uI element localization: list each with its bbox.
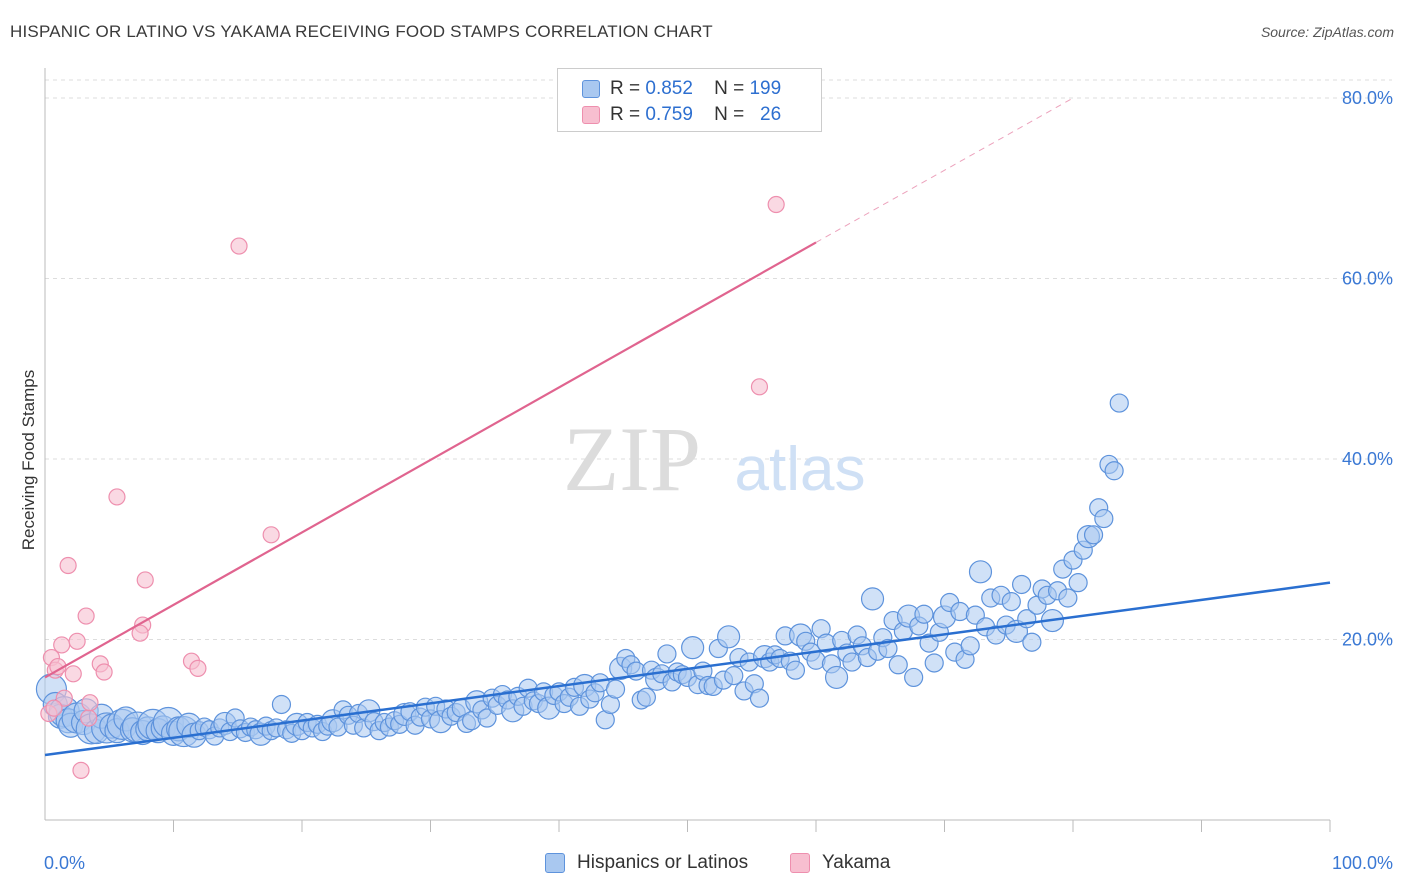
r-value-hispanic: 0.852 [645, 78, 693, 99]
yakama-point [45, 699, 63, 717]
hispanic-legend-label: Hispanics or Latinos [577, 852, 749, 873]
x-tick-label: 100.0% [1332, 853, 1393, 873]
hispanic-point [785, 660, 806, 680]
hispanic-point [681, 636, 705, 660]
yakama-point [750, 378, 769, 396]
r-value-yakama: 0.759 [645, 104, 693, 125]
hispanic-point [878, 638, 898, 659]
hispanic-point [477, 708, 497, 728]
hispanic-point [657, 644, 677, 664]
yakama-point [81, 694, 99, 712]
yakama-point [95, 663, 113, 681]
n-label: N = [714, 78, 745, 99]
yakama-point [53, 636, 71, 654]
y-tick-label: 60.0% [1342, 269, 1393, 289]
yakama-point [131, 624, 149, 642]
hispanic-point [724, 666, 744, 686]
x-tick-label: 0.0% [44, 853, 85, 873]
yakama-point [767, 195, 785, 214]
hispanic-point [1083, 525, 1104, 545]
r-label: R = [610, 78, 641, 99]
hispanic-trend-line [44, 581, 1331, 757]
yakama-point [64, 665, 82, 683]
yakama-swatch [582, 106, 600, 124]
hispanic-point [904, 667, 924, 688]
hispanic-legend-swatch [545, 853, 565, 873]
bottom-legend-hispanic: Hispanics or Latinos [545, 852, 748, 874]
yakama-point [72, 761, 90, 779]
hispanic-point [924, 653, 944, 673]
yakama-point [262, 526, 280, 544]
y-tick-label: 80.0% [1342, 88, 1393, 108]
yakama-point [136, 571, 154, 589]
hispanic-point [968, 560, 993, 584]
hispanic-point [888, 655, 908, 675]
hispanic-point [1094, 508, 1114, 529]
yakama-point [230, 237, 248, 255]
chart-title: HISPANIC OR LATINO VS YAKAMA RECEIVING F… [10, 22, 713, 41]
hispanic-point [1001, 592, 1021, 612]
hispanic-point [636, 687, 656, 707]
hispanic-point [605, 679, 626, 699]
yakama-trend-line [44, 241, 817, 679]
yakama-point [189, 659, 207, 677]
yakama-point [59, 556, 77, 575]
hispanic-point [1068, 573, 1088, 593]
hispanic-swatch [582, 80, 600, 98]
hispanic-point [271, 694, 292, 715]
yakama-point [77, 607, 95, 625]
hispanic-point [1022, 632, 1042, 652]
legend-row-hispanic: R = 0.852 N = 199 [582, 77, 781, 101]
hispanic-point [914, 604, 934, 624]
hispanic-point [1011, 574, 1032, 595]
hispanic-point [860, 587, 885, 611]
n-value-hispanic: 199 [749, 78, 782, 99]
y-tick-label: 20.0% [1342, 630, 1393, 650]
source-label: Source: ZipAtlas.com [1260, 24, 1394, 40]
hispanic-point [960, 636, 980, 656]
watermark-atlas: atlas [735, 435, 866, 504]
yakama-point [55, 689, 73, 707]
hispanic-point [1058, 588, 1078, 608]
yakama-legend-swatch [790, 853, 810, 873]
y-tick-label: 40.0% [1342, 449, 1393, 469]
hispanic-point [1109, 393, 1129, 413]
n-label: N = [714, 104, 745, 125]
hispanic-point [1104, 461, 1124, 481]
yakama-point [80, 709, 98, 727]
watermark-zip: ZIP [563, 408, 701, 510]
yakama-legend-label: Yakama [822, 852, 891, 873]
y-axis-label: Receiving Food Stamps [19, 369, 38, 551]
yakama-point [68, 632, 86, 650]
yakama-trend-extension [815, 97, 1074, 243]
n-value-yakama: 26 [760, 104, 782, 125]
legend-row-yakama: R = 0.759 N = 26 [582, 103, 781, 127]
yakama-point [108, 488, 126, 506]
hispanic-point [749, 688, 770, 708]
hispanic-point [824, 665, 849, 690]
bottom-legend-yakama: Yakama [790, 852, 890, 874]
r-label: R = [610, 104, 641, 125]
hispanic-point [717, 625, 741, 649]
correlation-legend: R = 0.852 N = 199 R = 0.759 N = 26 [557, 68, 822, 132]
